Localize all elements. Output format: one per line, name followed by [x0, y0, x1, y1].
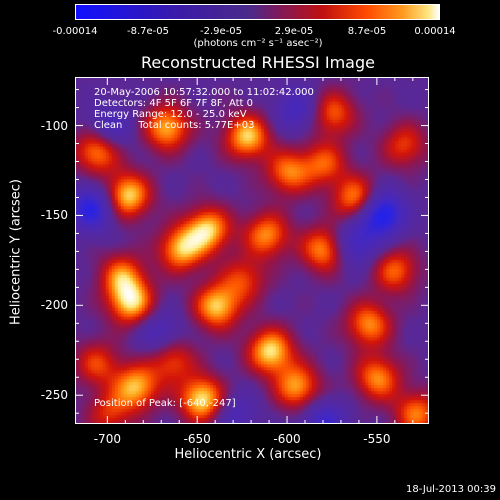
x-tick-label: -700 — [93, 432, 121, 446]
x-axis-label: Heliocentric X (arcsec) — [174, 447, 322, 462]
annotation-energy-range: Energy Range: 12.0 - 25.0 keV — [94, 109, 247, 120]
colorbar-tick-label: 0.00014 — [414, 26, 456, 37]
colorbar — [75, 4, 440, 20]
plot-area: 20-May-2006 10:57:32.000 to 11:02:42.000… — [75, 77, 429, 424]
colorbar-tick-label: 2.9e-05 — [274, 26, 314, 37]
annotation-peak-position: Position of Peak: [-640,-247] — [94, 398, 236, 409]
colorbar-tick-label: -8.7e-05 — [127, 26, 169, 37]
y-tick-label: -250 — [40, 388, 68, 403]
y-tick-label: -100 — [40, 118, 68, 133]
chart-title: Reconstructed RHESSI Image — [141, 53, 375, 72]
colorbar-unit-label: (photons cm⁻² s⁻¹ asec⁻²) — [193, 38, 323, 49]
heatmap-image — [76, 78, 428, 423]
x-tick-label: -550 — [363, 432, 391, 446]
colorbar-tick-label: -0.00014 — [52, 26, 98, 37]
x-tick-label: -600 — [273, 432, 301, 446]
colorbar-tick-label: 8.7e-05 — [347, 26, 387, 37]
colorbar-tick-label: -2.9e-05 — [200, 26, 242, 37]
annotation-total-counts: Clean Total counts: 5.77E+03 — [94, 120, 255, 131]
y-axis-label: Heliocentric Y (arcsec) — [8, 179, 24, 325]
y-tick-label: -150 — [40, 208, 68, 223]
annotation-detectors: Detectors: 4F 5F 6F 7F 8F, Att 0 — [94, 98, 254, 109]
x-tick-label: -650 — [183, 432, 211, 446]
annotation-time-range: 20-May-2006 10:57:32.000 to 11:02:42.000 — [94, 87, 314, 98]
y-tick-label: -200 — [40, 298, 68, 313]
timestamp: 18-Jul-2013 00:39 — [405, 484, 496, 495]
